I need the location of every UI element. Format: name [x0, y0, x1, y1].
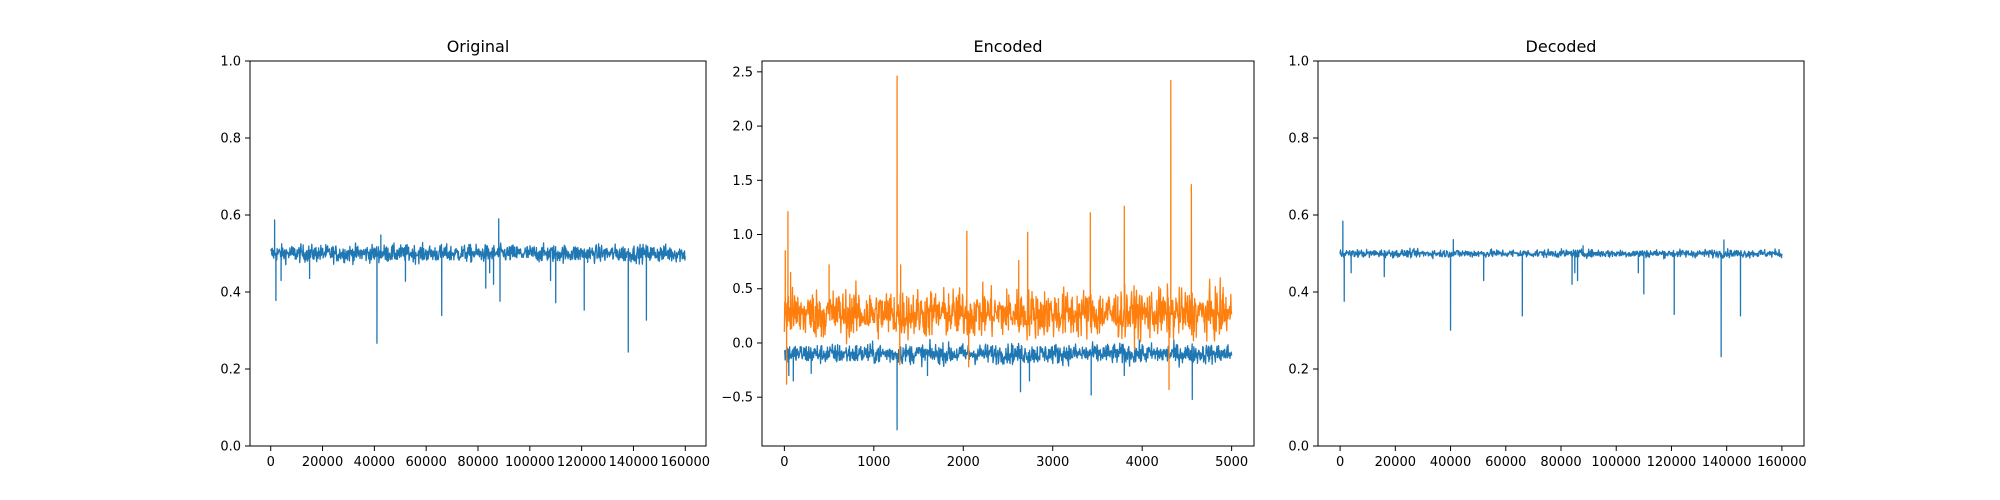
- y-tick-label: 0.2: [220, 363, 241, 378]
- y-tick-label: 2.5: [732, 65, 753, 80]
- chart-title: Encoded: [974, 37, 1043, 56]
- y-tick-label: 2.0: [732, 120, 753, 135]
- x-tick-label: 100000: [505, 455, 555, 470]
- y-tick-label: 0.0: [220, 440, 241, 455]
- y-tick-label: 1.0: [1288, 55, 1309, 70]
- x-tick-label: 0: [780, 455, 788, 470]
- x-tick-label: 5000: [1215, 455, 1248, 470]
- y-tick-label: 1.0: [732, 228, 753, 243]
- y-tick-label: 1.5: [732, 174, 753, 189]
- x-tick-label: 120000: [557, 455, 607, 470]
- chart-title: Original: [447, 37, 510, 56]
- x-tick-label: 4000: [1126, 455, 1159, 470]
- y-tick-label: 0.0: [732, 336, 753, 351]
- chart-2: 0 1000 2000 3000 4000 5000 −0.5 0.0 0.5 1.0 1.5 2.0…: [721, 37, 1255, 470]
- axes-frame: [761, 60, 1255, 447]
- chart-title: Decoded: [1526, 37, 1597, 56]
- x-tick-label: 40000: [1430, 455, 1471, 470]
- x-tick-label: 120000: [1647, 455, 1697, 470]
- chart-3: 0 20000 40000 60000 80000 100000 120000 140000 1…: [1288, 37, 1806, 470]
- x-tick-label: 160000: [660, 455, 710, 470]
- y-tick-label: 0.4: [220, 286, 241, 301]
- x-tick-label: 160000: [1757, 455, 1807, 470]
- y-tick-label: 0.8: [1288, 132, 1309, 147]
- y-tick-label: 0.4: [1288, 286, 1309, 301]
- x-tick-label: 20000: [302, 455, 343, 470]
- y-tick-label: 0.8: [220, 132, 241, 147]
- x-tick-label: 60000: [406, 455, 447, 470]
- x-tick-label: 1000: [857, 455, 890, 470]
- y-tick-label: 0.6: [220, 209, 241, 224]
- y-tick-label: −0.5: [721, 391, 753, 406]
- x-tick-label: 100000: [1591, 455, 1641, 470]
- x-tick-label: 0: [1336, 455, 1344, 470]
- series-line-2: [783, 75, 1233, 391]
- x-tick-label: 2000: [947, 455, 980, 470]
- series-line-1: [783, 338, 1233, 431]
- y-tick-label: 0.5: [732, 282, 753, 297]
- x-tick-label: 40000: [354, 455, 395, 470]
- x-tick-label: 80000: [1540, 455, 1581, 470]
- series-line-1: [1339, 220, 1783, 358]
- y-tick-label: 0.2: [1288, 363, 1309, 378]
- y-tick-label: 0.6: [1288, 209, 1309, 224]
- y-tick-label: 1.0: [220, 55, 241, 70]
- x-tick-label: 140000: [1702, 455, 1752, 470]
- x-tick-label: 80000: [457, 455, 498, 470]
- chart-1: 0 20000 40000 60000 80000 100000 120000 140000 1…: [220, 37, 710, 470]
- x-tick-label: 20000: [1375, 455, 1416, 470]
- series-line-1: [270, 218, 686, 353]
- x-tick-label: 0: [267, 455, 275, 470]
- x-tick-label: 140000: [609, 455, 659, 470]
- x-tick-label: 3000: [1036, 455, 1069, 470]
- y-tick-label: 0.0: [1288, 440, 1309, 455]
- x-tick-label: 60000: [1485, 455, 1526, 470]
